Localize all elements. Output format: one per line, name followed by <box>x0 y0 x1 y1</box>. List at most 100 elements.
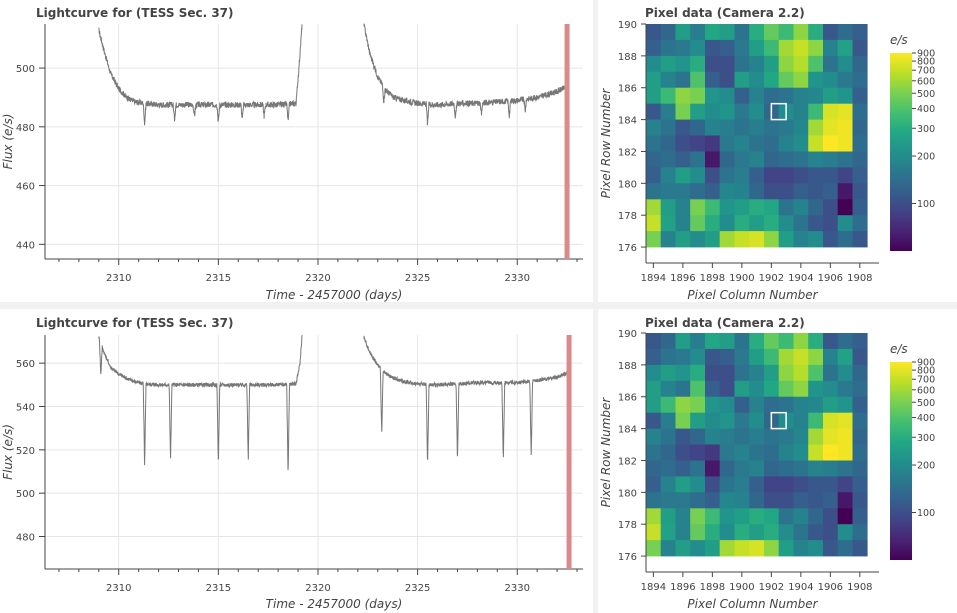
pixel-cell <box>778 24 794 41</box>
pixel-cell <box>837 55 853 73</box>
pixel-cell <box>749 55 765 73</box>
pixel-cell <box>734 444 750 461</box>
pixel-cell <box>793 39 809 57</box>
pixel-cell <box>808 39 824 57</box>
pixel-cell <box>719 460 735 477</box>
pixel-cell <box>749 103 765 120</box>
x-tick-label: 1902 <box>759 582 784 593</box>
pixel-cell <box>749 333 765 350</box>
x-tick-label: 1904 <box>788 273 813 284</box>
pixel-cell <box>823 524 839 541</box>
pixel-cell <box>705 231 721 248</box>
pixel-cell <box>823 103 839 120</box>
y-tick-label: 190 <box>618 20 637 31</box>
pixel-cell <box>705 55 721 73</box>
pixel-cell <box>778 380 794 398</box>
pixel-cell <box>764 183 780 200</box>
pixel-cell <box>823 428 839 445</box>
pixel-cell <box>793 103 809 120</box>
pixel-cell <box>734 460 750 477</box>
pixel-cell <box>852 103 868 120</box>
pixel-cell <box>734 231 750 248</box>
pixel-cell <box>749 396 765 413</box>
pixel-cell <box>837 508 853 525</box>
pixel-cell <box>837 380 853 398</box>
pixel-cell <box>764 151 780 168</box>
pixel-cell <box>734 103 750 120</box>
pixel-cell <box>808 428 824 445</box>
pixel-cell <box>705 380 721 398</box>
pixel-cell <box>690 540 706 557</box>
colorbar <box>890 53 912 251</box>
pixel-cell <box>675 231 691 248</box>
pixel-cell <box>852 348 868 366</box>
pixel-cell <box>852 364 868 382</box>
pixel-cell <box>793 333 809 350</box>
pixel-cell <box>808 396 824 413</box>
pixel-cell <box>778 508 794 525</box>
pixel-cell <box>764 348 780 366</box>
pixel-cell <box>837 199 853 216</box>
pixel-cell <box>675 524 691 541</box>
pixel-cell <box>823 460 839 477</box>
pixel-cell <box>734 508 750 525</box>
pixel-cell <box>705 396 721 413</box>
pixel-cell <box>646 508 662 525</box>
pixel-cell <box>719 199 735 216</box>
pixel-cell <box>734 199 750 216</box>
y-tick-label: 182 <box>618 147 637 158</box>
pixel-cell <box>793 396 809 413</box>
pixel-cell <box>764 380 780 398</box>
pixel-cell <box>719 524 735 541</box>
pixel-cell <box>808 24 824 41</box>
pixel-cell <box>764 55 780 73</box>
x-tick-label: 1896 <box>670 273 695 284</box>
pixel-cell <box>646 444 662 461</box>
pixel-cell <box>852 492 868 509</box>
pixel-cell <box>749 460 765 477</box>
pixel-cell <box>793 87 809 104</box>
pixel-cell <box>660 71 676 89</box>
pixel-cell <box>690 380 706 398</box>
pixel-cell <box>764 215 780 232</box>
pixel-cell <box>764 87 780 104</box>
colorbar-tick-label: 200 <box>917 152 935 163</box>
y-axis-label: Pixel Row Number <box>599 88 613 199</box>
pixel-cell <box>646 364 662 382</box>
lightcurve-title: Lightcurve for (TESS Sec. 37) <box>36 6 234 20</box>
pixel-cell <box>705 540 721 557</box>
pixel-cell <box>793 24 809 41</box>
pixel-cell <box>646 199 662 216</box>
pixel-cell <box>719 103 735 120</box>
pixel-cell <box>837 183 853 200</box>
pixel-cell <box>675 215 691 232</box>
colorbar-tick-label: 600 <box>917 76 935 87</box>
pixel-cell <box>764 39 780 57</box>
x-tick-label: 2325 <box>405 583 430 594</box>
pixel-cell <box>646 24 662 41</box>
pixel-cell <box>690 215 706 232</box>
pixel-cell <box>808 460 824 477</box>
pixel-cell <box>808 183 824 200</box>
pixel-cell <box>808 55 824 73</box>
pixel-cell <box>705 119 721 136</box>
pixel-cell <box>705 476 721 493</box>
pixel-cell <box>778 460 794 477</box>
pixel-cell <box>823 151 839 168</box>
pixel-cell <box>734 151 750 168</box>
pixel-cell <box>734 39 750 57</box>
pixel-cell <box>808 540 824 557</box>
pixel-cell <box>675 476 691 493</box>
pixel-cell <box>764 428 780 445</box>
pixel-cell <box>749 524 765 541</box>
pixel-cell <box>675 396 691 413</box>
pixel-cell <box>778 39 794 57</box>
pixel-cell <box>749 119 765 136</box>
pixel-cell <box>837 428 853 445</box>
flux-curve-segment-2 <box>363 335 570 460</box>
pixel-cell <box>690 199 706 216</box>
x-axis-label: Pixel Column Number <box>687 597 818 611</box>
pixel-cell <box>719 348 735 366</box>
pixel-cell <box>808 151 824 168</box>
pixel-cell <box>808 348 824 366</box>
